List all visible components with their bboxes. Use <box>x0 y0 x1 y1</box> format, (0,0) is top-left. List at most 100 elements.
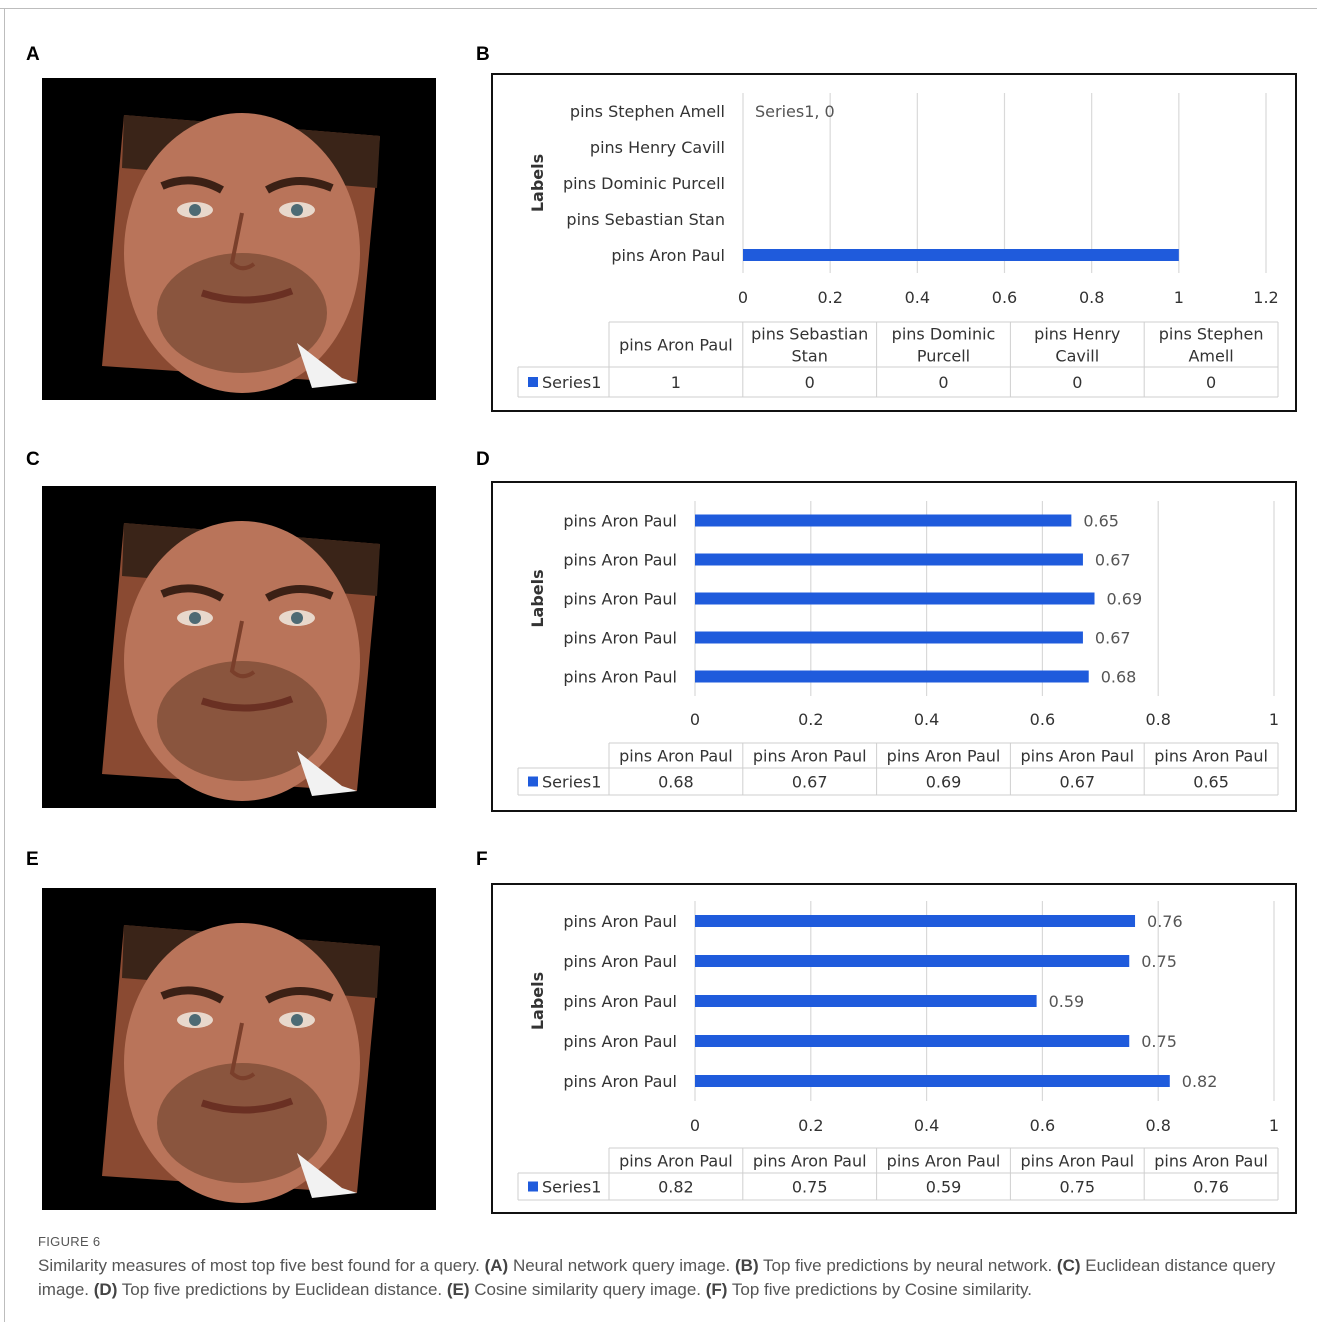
caption-panel-ref: (C) <box>1056 1256 1081 1275</box>
category-label: pins Aron Paul <box>563 912 677 931</box>
x-tick-label: 0.2 <box>798 1116 823 1135</box>
bar <box>695 955 1130 967</box>
category-label: pins Stephen Amell <box>570 102 725 121</box>
panel-letter-f: F <box>476 849 488 870</box>
legend-swatch <box>528 776 538 787</box>
x-tick-label: 0.2 <box>817 288 842 307</box>
table-header: pins Aron Paul <box>1020 1152 1134 1171</box>
data-label: 0.76 <box>1147 912 1183 931</box>
face-photo-illustration <box>102 923 380 1203</box>
table-header: pins Aron Paul <box>619 1152 733 1171</box>
panel-letter-b: B <box>476 44 490 65</box>
table-header: pins Aron Paul <box>887 1152 1001 1171</box>
bar <box>695 592 1095 605</box>
x-tick-label: 0.6 <box>1030 710 1055 729</box>
x-tick-label: 0 <box>690 1116 700 1135</box>
table-header: pins Aron Paul <box>753 747 867 766</box>
x-tick-label: 0.4 <box>914 1116 939 1135</box>
table-cell: 0.75 <box>792 1178 828 1197</box>
table-header: pins Aron Paul <box>753 1152 867 1171</box>
x-tick-label: 0.6 <box>992 288 1017 307</box>
table-header: pins Aron Paul <box>1020 747 1134 766</box>
x-tick-label: 1.2 <box>1253 288 1278 307</box>
category-label: pins Aron Paul <box>563 512 677 531</box>
category-label: pins Aron Paul <box>563 1072 677 1091</box>
figure-label: FIGURE 6 <box>38 1234 101 1249</box>
x-tick-label: 0.6 <box>1030 1116 1055 1135</box>
table-cell: 0.67 <box>1059 773 1095 792</box>
caption-segment: Similarity measures of most top five bes… <box>38 1256 485 1275</box>
data-label: 0.59 <box>1049 992 1085 1011</box>
query-image-cosine <box>42 888 436 1210</box>
caption-panel-ref: (D) <box>93 1280 118 1299</box>
data-label: 0.67 <box>1095 629 1131 648</box>
category-label: pins Aron Paul <box>563 590 677 609</box>
bar <box>695 995 1037 1007</box>
query-image-euclidean <box>42 486 436 808</box>
bar <box>695 915 1136 927</box>
legend-label: Series1 <box>542 773 601 792</box>
panel-letter-e: E <box>26 849 39 870</box>
table-cell: 0 <box>1072 373 1082 392</box>
x-tick-label: 1 <box>1174 288 1184 307</box>
caption-panel-ref: (B) <box>735 1256 759 1275</box>
table-cell: 0.82 <box>658 1178 694 1197</box>
table-cell: 0 <box>938 373 948 392</box>
category-label: pins Aron Paul <box>611 246 725 265</box>
bar <box>743 249 1179 261</box>
legend-label: Series1 <box>542 1178 601 1197</box>
table-header: pins Aron Paul <box>619 336 733 355</box>
x-tick-label: 0.8 <box>1145 710 1170 729</box>
chart-cosine-svg: 0 0.2 0.4 0.6 0.8 1 Labels pins Aron Paul 0.82 pi… <box>517 901 1279 1201</box>
bar <box>695 670 1089 683</box>
category-label: pins Aron Paul <box>563 551 677 570</box>
figure-caption: Similarity measures of most top five bes… <box>38 1254 1303 1302</box>
table-cell: 0.68 <box>658 773 694 792</box>
data-label: 0.65 <box>1083 512 1119 531</box>
table-header: Cavill <box>1055 347 1099 366</box>
data-label: 0.68 <box>1101 668 1137 687</box>
data-label: 0.67 <box>1095 551 1131 570</box>
panel-letter-c: C <box>26 449 40 470</box>
chart-euclidean: 0 0.2 0.4 0.6 0.8 1 Labels pins Aron Paul 0.68 pi… <box>491 481 1297 812</box>
x-tick-label: 0.2 <box>798 710 823 729</box>
chart-neural-network: 0 0.2 0.4 0.6 0.8 1 1.2 Labels pins Aron Paul pin… <box>491 73 1297 412</box>
caption-segment: Cosine similarity query image. <box>469 1280 706 1299</box>
table-cell: 0 <box>1206 373 1216 392</box>
chart-euclidean-svg: 0 0.2 0.4 0.6 0.8 1 Labels pins Aron Paul 0.68 pi… <box>517 501 1279 796</box>
bar <box>695 631 1083 644</box>
category-label: pins Aron Paul <box>563 952 677 971</box>
table-cell: 0.67 <box>792 773 828 792</box>
data-label: 0.69 <box>1107 590 1143 609</box>
table-header: pins Henry <box>1034 325 1120 344</box>
x-tick-label: 0.8 <box>1079 288 1104 307</box>
table-header: Stan <box>792 347 828 366</box>
table-header: pins Aron Paul <box>1154 1152 1268 1171</box>
caption-panel-ref: (E) <box>446 1280 470 1299</box>
data-label: 0.75 <box>1141 1032 1177 1051</box>
legend-label: Series1 <box>542 373 601 392</box>
table-cell: 0.75 <box>1059 1178 1095 1197</box>
table-header: pins Aron Paul <box>619 747 733 766</box>
bar <box>695 1035 1130 1047</box>
caption-segment: Top five predictions by Euclidean distan… <box>117 1280 447 1299</box>
figure-frame-left <box>4 8 5 1322</box>
table-header: pins Aron Paul <box>887 747 1001 766</box>
table-header: Purcell <box>917 347 970 366</box>
category-label: pins Dominic Purcell <box>563 174 725 193</box>
category-label: pins Sebastian Stan <box>566 210 725 229</box>
face-photo-illustration <box>102 113 380 393</box>
x-tick-label: 0 <box>738 288 748 307</box>
category-label: pins Aron Paul <box>563 668 677 687</box>
caption-segment: Top five predictions by neural network. <box>758 1256 1057 1275</box>
data-label: 0.82 <box>1182 1072 1218 1091</box>
table-header: pins Sebastian <box>751 325 868 344</box>
table-cell: 1 <box>671 373 681 392</box>
bar <box>695 553 1083 566</box>
x-tick-label: 0.8 <box>1145 1116 1170 1135</box>
table-header: pins Stephen <box>1159 325 1264 344</box>
category-label: pins Aron Paul <box>563 629 677 648</box>
face-photo-illustration <box>102 521 380 801</box>
table-header: Amell <box>1188 347 1233 366</box>
table-cell: 0.69 <box>926 773 962 792</box>
